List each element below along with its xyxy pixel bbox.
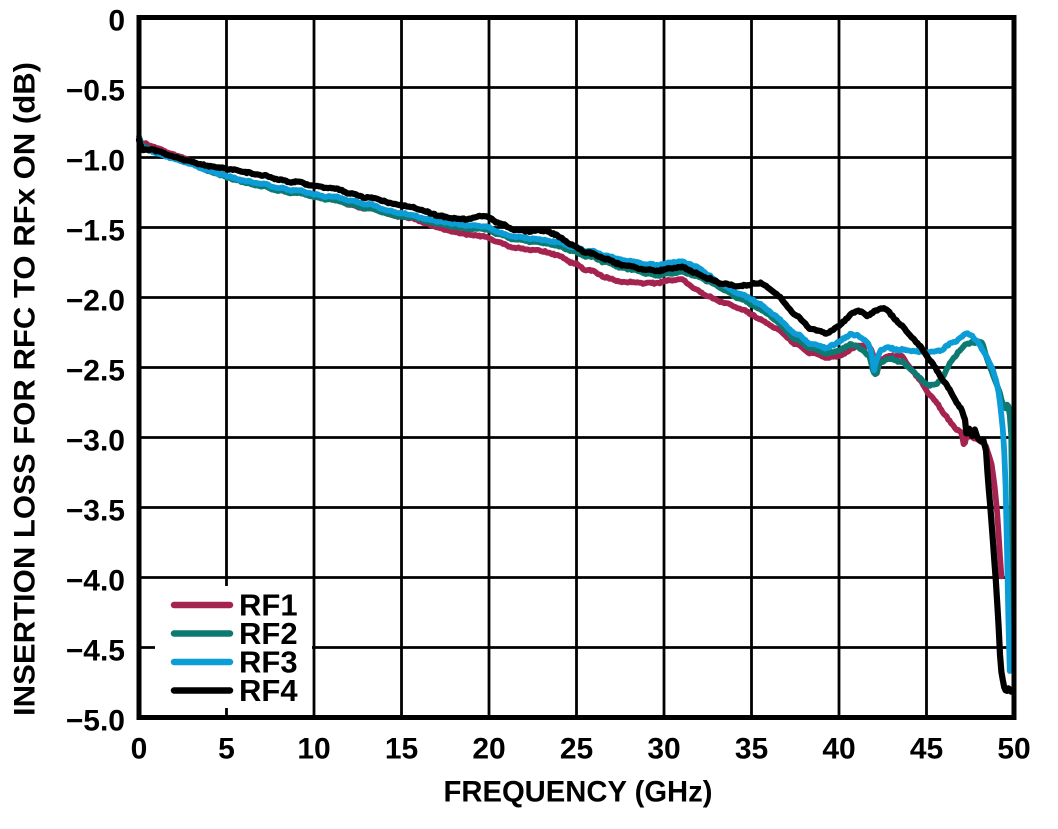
- svg-text:RF1: RF1: [239, 588, 298, 623]
- svg-text:0: 0: [131, 733, 148, 766]
- svg-text:−1.0: −1.0: [66, 145, 125, 178]
- svg-text:5: 5: [218, 733, 235, 766]
- svg-text:40: 40: [822, 733, 855, 766]
- svg-text:−3.5: −3.5: [66, 495, 125, 528]
- svg-text:−4.0: −4.0: [66, 565, 125, 598]
- svg-text:45: 45: [910, 733, 943, 766]
- svg-text:−2.0: −2.0: [66, 285, 125, 318]
- svg-text:50: 50: [997, 733, 1030, 766]
- svg-text:35: 35: [735, 733, 768, 766]
- svg-text:10: 10: [297, 733, 330, 766]
- svg-text:−0.5: −0.5: [66, 75, 125, 108]
- svg-text:−4.5: −4.5: [66, 635, 125, 668]
- svg-text:−5.0: −5.0: [66, 705, 125, 738]
- svg-text:RF3: RF3: [239, 645, 298, 680]
- svg-text:−1.5: −1.5: [66, 215, 125, 248]
- svg-text:RF4: RF4: [239, 673, 298, 708]
- svg-text:FREQUENCY (GHz): FREQUENCY (GHz): [444, 776, 713, 809]
- svg-text:20: 20: [472, 733, 505, 766]
- svg-text:30: 30: [647, 733, 680, 766]
- svg-text:RF2: RF2: [239, 616, 298, 651]
- svg-text:−2.5: −2.5: [66, 355, 125, 388]
- svg-text:25: 25: [560, 733, 593, 766]
- svg-text:−3.0: −3.0: [66, 425, 125, 458]
- svg-text:15: 15: [385, 733, 418, 766]
- svg-text:INSERTION LOSS FOR RFC TO RFx: INSERTION LOSS FOR RFC TO RFx ON (dB): [9, 62, 42, 716]
- svg-text:0: 0: [108, 5, 125, 38]
